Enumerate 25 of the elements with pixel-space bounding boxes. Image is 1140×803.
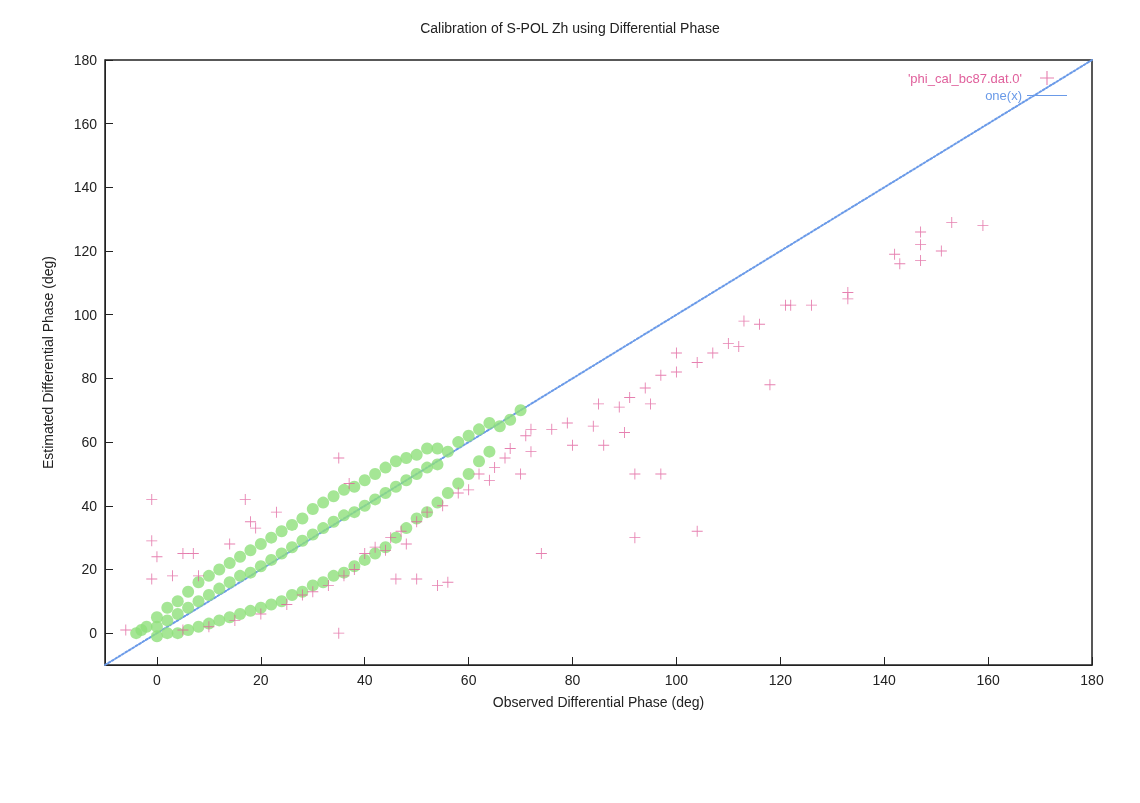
y-tick-label: 180 <box>73 52 98 68</box>
x-tick-label: 40 <box>356 672 373 688</box>
y-tick-label: 0 <box>89 625 98 642</box>
y-tick-label: 140 <box>73 179 98 196</box>
x-tick-label: 80 <box>564 672 581 688</box>
y-tick-label: 120 <box>73 243 98 260</box>
legend-label: 'phi_cal_bc87.dat.0' <box>907 70 1022 86</box>
x-tick-label: 140 <box>872 672 897 688</box>
x-tick-label: 160 <box>976 672 1000 688</box>
y-axis-title: Estimated Differential Phase (deg) <box>40 256 56 469</box>
y-tick-label: 160 <box>73 115 98 132</box>
chart-title: Calibration of S-POL Zh using Differential Phase <box>420 20 721 36</box>
legend-label: one(x) <box>985 88 1022 103</box>
x-tick-label: 20 <box>253 672 269 688</box>
y-tick-label: 100 <box>73 306 98 323</box>
y-tick-label: 60 <box>81 434 98 451</box>
x-tick-label: 120 <box>768 672 793 688</box>
x-tick-label: 60 <box>460 672 477 688</box>
x-tick-label: 0 <box>153 672 162 688</box>
y-tick-label: 40 <box>81 497 98 514</box>
x-axis-title: Observed Differential Phase (deg) <box>492 694 705 710</box>
x-tick-label: 100 <box>664 672 689 688</box>
y-tick-label: 80 <box>81 370 98 387</box>
x-tick-label: 180 <box>1080 672 1104 688</box>
y-tick-label: 20 <box>81 561 98 578</box>
